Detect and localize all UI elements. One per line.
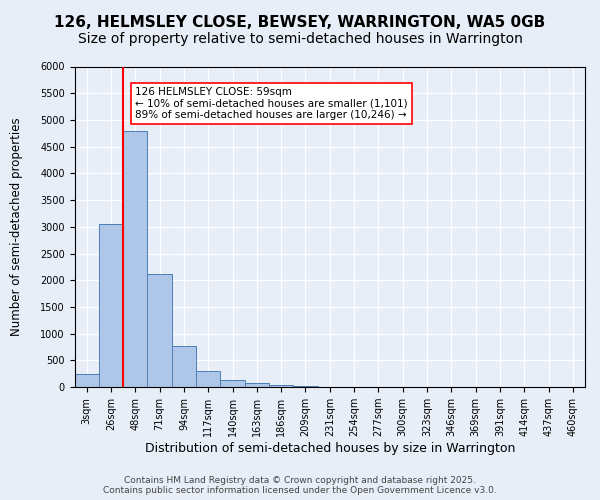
Y-axis label: Number of semi-detached properties: Number of semi-detached properties bbox=[10, 118, 23, 336]
Bar bbox=[74, 374, 99, 387]
Bar bbox=[123, 130, 148, 387]
Text: Size of property relative to semi-detached houses in Warrington: Size of property relative to semi-detach… bbox=[77, 32, 523, 46]
Text: 126 HELMSLEY CLOSE: 59sqm
← 10% of semi-detached houses are smaller (1,101)
89% : 126 HELMSLEY CLOSE: 59sqm ← 10% of semi-… bbox=[135, 87, 408, 120]
Bar bbox=[269, 386, 293, 387]
Bar bbox=[245, 384, 269, 387]
Text: Contains HM Land Registry data © Crown copyright and database right 2025.
Contai: Contains HM Land Registry data © Crown c… bbox=[103, 476, 497, 495]
Bar bbox=[196, 370, 220, 387]
Bar bbox=[99, 224, 123, 387]
X-axis label: Distribution of semi-detached houses by size in Warrington: Distribution of semi-detached houses by … bbox=[145, 442, 515, 455]
Bar bbox=[220, 380, 245, 387]
Bar bbox=[293, 386, 317, 387]
Text: 126, HELMSLEY CLOSE, BEWSEY, WARRINGTON, WA5 0GB: 126, HELMSLEY CLOSE, BEWSEY, WARRINGTON,… bbox=[55, 15, 545, 30]
Bar bbox=[148, 274, 172, 387]
Bar bbox=[172, 346, 196, 387]
